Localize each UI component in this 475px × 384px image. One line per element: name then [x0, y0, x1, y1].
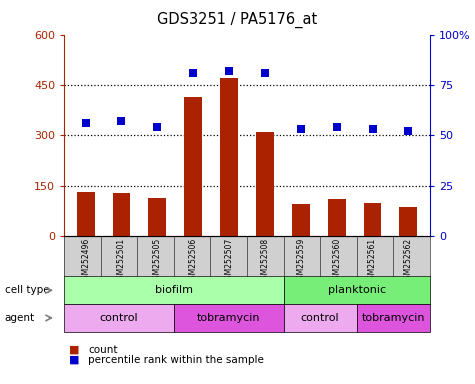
Text: tobramycin: tobramycin: [197, 313, 260, 323]
Bar: [148, 197, 166, 236]
Point: [369, 126, 376, 132]
Text: ■: ■: [69, 345, 79, 355]
Text: control: control: [100, 313, 138, 323]
Bar: [113, 193, 131, 236]
Bar: [220, 78, 238, 236]
Bar: [399, 207, 418, 236]
Text: cell type: cell type: [5, 285, 49, 295]
Point: [190, 70, 197, 76]
Text: GDS3251 / PA5176_at: GDS3251 / PA5176_at: [157, 12, 318, 28]
Bar: [184, 97, 202, 236]
Point: [225, 68, 233, 74]
Point: [333, 124, 341, 131]
Text: tobramycin: tobramycin: [361, 313, 425, 323]
Point: [297, 126, 304, 132]
Text: biofilm: biofilm: [155, 285, 193, 295]
Bar: [76, 192, 95, 236]
Bar: [328, 199, 346, 236]
Text: control: control: [301, 313, 340, 323]
Bar: [256, 132, 274, 236]
Text: planktonic: planktonic: [328, 285, 386, 295]
Text: agent: agent: [5, 313, 35, 323]
Point: [405, 128, 412, 134]
Text: percentile rank within the sample: percentile rank within the sample: [88, 355, 264, 365]
Point: [153, 124, 161, 131]
Bar: [292, 204, 310, 236]
Point: [261, 70, 269, 76]
Text: ■: ■: [69, 355, 79, 365]
Point: [82, 120, 89, 126]
Bar: [363, 203, 381, 236]
Text: count: count: [88, 345, 117, 355]
Point: [118, 118, 125, 124]
